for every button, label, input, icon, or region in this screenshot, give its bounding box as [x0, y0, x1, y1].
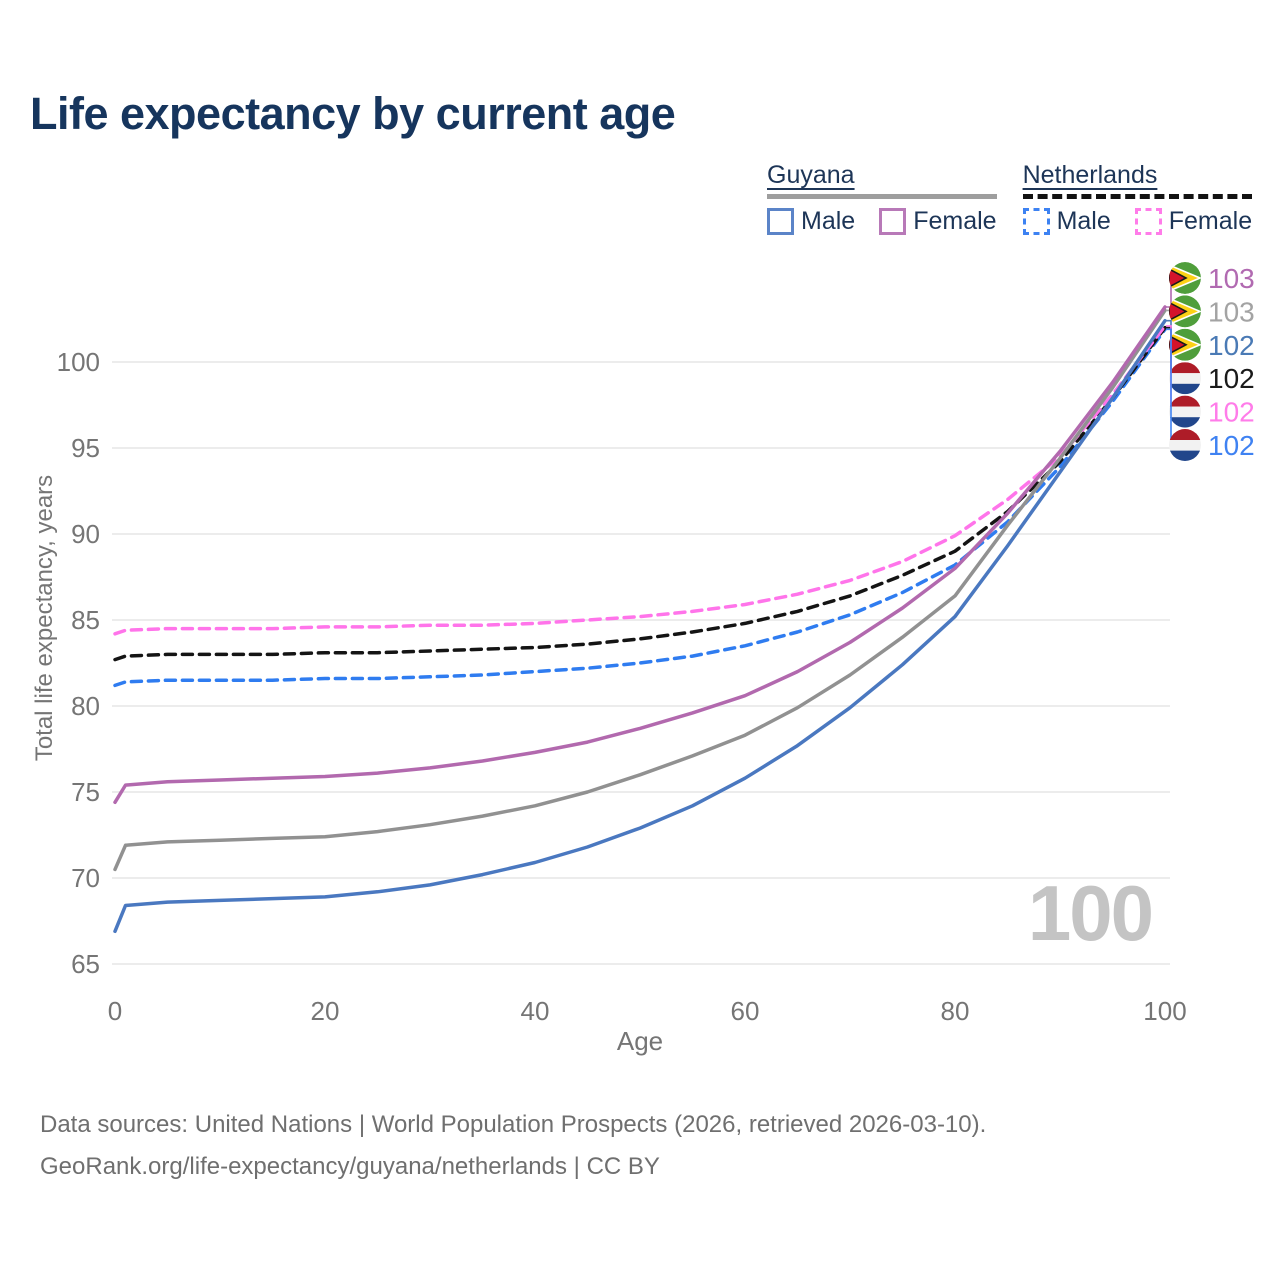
legend-label-guyana-female: Female: [913, 207, 997, 235]
legend-group-netherlands: Netherlands Male Female: [1022, 161, 1253, 236]
guyana-male-swatch-icon: [767, 208, 794, 235]
x-tick-100: 100: [1143, 996, 1186, 1026]
end-value-nl_total: 102: [1208, 363, 1255, 394]
netherlands-flag-icon: [1169, 395, 1201, 428]
legend: Guyana Male Female Netherlands Male Fema…: [767, 161, 1253, 236]
netherlands-line-style-sample: [1022, 194, 1253, 199]
footer: Data sources: United Nations | World Pop…: [40, 1104, 986, 1188]
legend-item-netherlands-female[interactable]: Female: [1134, 207, 1253, 236]
legend-country-guyana: Guyana: [767, 161, 855, 189]
netherlands-flag-icon: [1169, 429, 1201, 461]
age-watermark: 100: [1027, 869, 1154, 957]
x-axis-title: Age: [616, 1026, 664, 1056]
end-value-guyana_female: 103: [1208, 263, 1255, 294]
y-tick-80: 80: [71, 691, 100, 721]
guyana-flag-icon: [1169, 295, 1201, 328]
y-tick-90: 90: [71, 519, 100, 549]
y-tick-75: 75: [71, 777, 100, 807]
guyana-flag-icon: [1169, 262, 1201, 294]
netherlands-female-swatch-icon: [1134, 208, 1162, 235]
netherlands-flag-icon: [1169, 362, 1201, 395]
netherlands-male-swatch-icon: [1022, 208, 1050, 235]
guyana-line-style-sample: [767, 194, 997, 199]
guyana-female-swatch-icon: [879, 208, 907, 235]
end-value-guyana_male: 102: [1208, 330, 1255, 361]
x-tick-20: 20: [311, 996, 340, 1026]
series-line-nl_female: [113, 324, 1167, 636]
legend-label-netherlands-male: Male: [1056, 207, 1111, 235]
y-tick-65: 65: [71, 949, 100, 979]
y-tick-70: 70: [71, 863, 100, 893]
legend-item-guyana-male[interactable]: Male: [767, 207, 855, 236]
guyana-flag-icon: [1169, 328, 1201, 361]
page-title: Life expectancy by current age: [30, 88, 676, 139]
y-tick-95: 95: [71, 433, 100, 463]
series-line-nl_male: [113, 327, 1167, 688]
series-line-guyana_male: [113, 318, 1167, 934]
legend-group-guyana: Guyana Male Female: [767, 161, 997, 236]
legend-label-netherlands-female: Female: [1168, 207, 1253, 235]
series-line-nl_total: [113, 325, 1167, 662]
legend-item-netherlands-male[interactable]: Male: [1022, 207, 1111, 236]
x-tick-0: 0: [108, 996, 122, 1026]
x-tick-40: 40: [521, 996, 550, 1026]
y-tick-100: 100: [57, 347, 100, 377]
end-value-guyana_total: 103: [1208, 296, 1255, 327]
x-tick-60: 60: [731, 996, 760, 1026]
end-value-nl_male: 102: [1208, 430, 1255, 461]
y-tick-85: 85: [71, 605, 100, 635]
x-tick-80: 80: [941, 996, 970, 1026]
footer-attribution: GeoRank.org/life-expectancy/guyana/nethe…: [40, 1153, 660, 1180]
series-line-guyana_total: [113, 308, 1167, 872]
end-value-nl_female: 102: [1208, 397, 1255, 428]
legend-label-guyana-male: Male: [801, 207, 856, 235]
series-line-guyana_female: [113, 305, 1167, 805]
legend-item-guyana-female[interactable]: Female: [879, 207, 997, 236]
legend-country-netherlands: Netherlands: [1022, 161, 1158, 189]
footer-data-sources: Data sources: United Nations | World Pop…: [40, 1111, 987, 1138]
